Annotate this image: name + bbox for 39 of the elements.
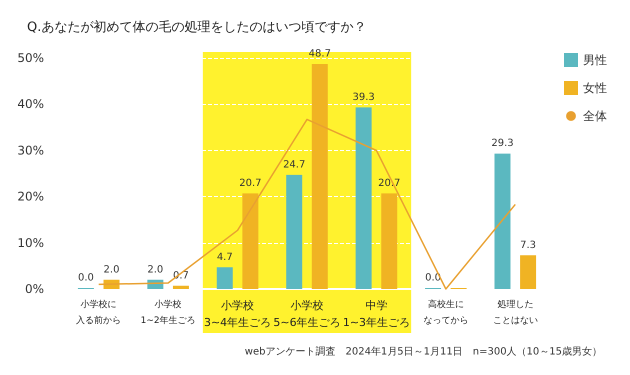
bar xyxy=(356,107,372,289)
x-tick-label: 小学校3~4年生ごろ xyxy=(204,299,272,329)
data-label: 20.7 xyxy=(239,178,262,189)
bar xyxy=(242,193,258,289)
bar xyxy=(172,286,189,289)
y-tick-label: 40% xyxy=(17,97,44,112)
data-label: 24.7 xyxy=(283,159,306,170)
legend-label: 女性 xyxy=(583,81,607,95)
x-tick-label: 小学校に入る前から xyxy=(76,299,122,326)
data-label: 0.0 xyxy=(78,272,94,284)
data-label: 48.7 xyxy=(308,48,331,60)
x-tick-label: 高校生になってから xyxy=(423,299,468,326)
x-tick-label: 小学校5~6年生ごろ xyxy=(273,299,341,329)
line-series xyxy=(98,118,516,290)
data-label: 29.3 xyxy=(491,138,514,150)
data-label: 4.7 xyxy=(216,252,233,263)
bar xyxy=(312,64,328,289)
bar xyxy=(216,267,233,289)
data-label: 2.0 xyxy=(147,264,164,276)
legend-label: 男性 xyxy=(583,53,607,67)
data-label: 7.3 xyxy=(520,240,536,251)
x-tick-label: 処理したことはない xyxy=(492,299,538,326)
y-tick-label: 20% xyxy=(17,190,44,204)
bar xyxy=(520,255,536,289)
data-label: 39.3 xyxy=(352,92,375,103)
data-label: 2.0 xyxy=(104,264,120,276)
y-tick-label: 0% xyxy=(24,282,44,296)
bar xyxy=(381,193,398,289)
chart-title: Q.あなたが初めて体の毛の処理をしたのはいつ頃ですか？ xyxy=(27,20,366,35)
bar xyxy=(494,154,510,289)
bar xyxy=(286,174,302,289)
y-tick-label: 30% xyxy=(17,143,44,158)
legend-label: 全体 xyxy=(583,109,607,123)
y-tick-label: 10% xyxy=(17,236,44,250)
x-tick-label: 小学校1~2年生ごろ xyxy=(140,299,196,326)
text: webアンケート調査 2024年1月5日～1月11日 n=300人（10～15歳男女） xyxy=(244,346,602,358)
y-tick-label: 50% xyxy=(17,51,44,65)
x-tick-label: 中学1~3年生ごろ xyxy=(342,299,410,329)
data-label: 20.7 xyxy=(378,178,400,189)
